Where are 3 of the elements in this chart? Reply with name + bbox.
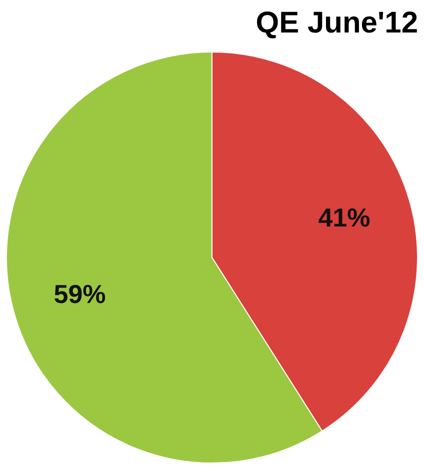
data-label: 59% [54, 279, 106, 310]
data-label: 41% [318, 202, 370, 232]
chart-title: QE June'12 [256, 6, 418, 40]
